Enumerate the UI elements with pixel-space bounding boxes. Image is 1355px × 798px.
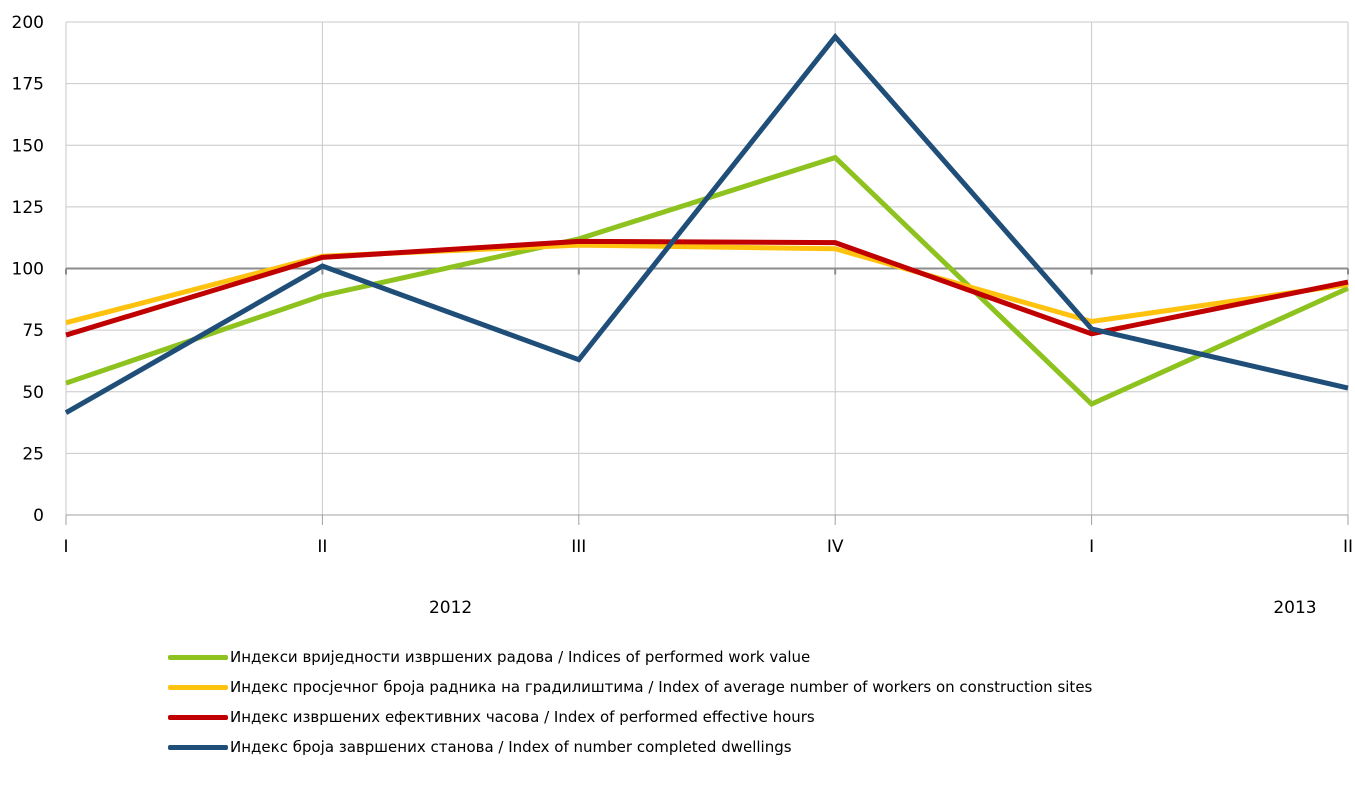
y-tick-label: 25 <box>22 444 44 464</box>
legend-label: Индекс просјечног броја радника на гради… <box>230 678 1093 696</box>
x-tick-label: II <box>1343 537 1353 557</box>
grid <box>65 21 1349 525</box>
y-tick-label: 75 <box>22 321 44 341</box>
series-line <box>64 32 1349 415</box>
x-tick-label: I <box>1089 537 1094 557</box>
y-tick-label: 150 <box>12 136 44 156</box>
x-tick-label: I <box>63 537 68 557</box>
legend-swatch <box>168 654 228 660</box>
legend-item: Индекс броја завршених станова / Index o… <box>168 735 792 759</box>
x-tick-label: III <box>571 537 586 557</box>
x-group-label: 2013 <box>1273 598 1316 618</box>
x-group-label: 2012 <box>429 598 472 618</box>
y-tick-label: 125 <box>12 198 44 218</box>
legend-label: Индекс извршених ефективних часова / Ind… <box>230 708 815 726</box>
legend-label: Индекси вриједности извршених радова / I… <box>230 648 811 666</box>
legend-swatch <box>168 744 228 750</box>
series-lines <box>64 32 1350 415</box>
x-tick-label: II <box>317 537 327 557</box>
y-tick-label: 200 <box>12 13 44 33</box>
legend-swatch <box>168 684 228 690</box>
legend-item: Индекс извршених ефективних часова / Ind… <box>168 705 815 729</box>
y-tick-label: 0 <box>33 506 44 526</box>
series-line <box>65 238 1349 338</box>
legend-item: Индекс просјечног броја радника на гради… <box>168 675 1092 699</box>
series-line <box>65 242 1349 326</box>
x-tick-label: IV <box>827 537 844 557</box>
y-tick-label: 50 <box>22 383 44 403</box>
y-tick-label: 100 <box>12 260 44 280</box>
y-tick-label: 175 <box>12 75 44 95</box>
legend-item: Индекси вриједности извршених радова / I… <box>168 645 810 669</box>
legend-label: Индекс броја завршених станова / Index o… <box>230 738 792 756</box>
legend-swatch <box>168 714 228 720</box>
